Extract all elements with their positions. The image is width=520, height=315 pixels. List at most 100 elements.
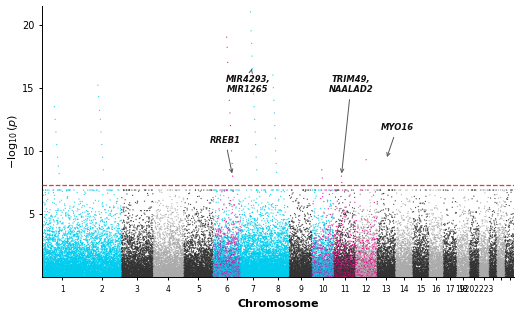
Point — [172, 231, 180, 236]
Point — [56, 271, 64, 276]
Point — [56, 253, 64, 258]
Point — [451, 255, 460, 261]
Point — [270, 262, 278, 267]
Point — [393, 265, 401, 270]
Point — [319, 241, 327, 246]
Point — [68, 265, 76, 270]
Point — [139, 268, 147, 273]
Point — [126, 266, 135, 271]
Point — [167, 274, 175, 279]
Point — [464, 248, 473, 253]
Point — [91, 259, 99, 264]
Point — [120, 266, 128, 271]
Point — [238, 256, 246, 261]
Point — [311, 263, 320, 268]
Point — [149, 243, 158, 248]
Point — [274, 243, 282, 248]
Point — [131, 254, 139, 259]
Point — [263, 270, 271, 275]
Point — [237, 252, 245, 257]
Point — [389, 268, 397, 273]
Point — [116, 232, 125, 237]
Point — [457, 274, 465, 279]
Point — [219, 258, 228, 263]
Point — [288, 243, 296, 249]
Point — [70, 233, 79, 238]
Point — [509, 267, 517, 272]
Point — [69, 267, 77, 272]
Point — [185, 246, 193, 251]
Point — [261, 272, 269, 278]
Point — [385, 266, 394, 271]
Point — [373, 255, 382, 260]
Point — [500, 264, 508, 269]
Point — [380, 270, 388, 275]
Point — [363, 274, 372, 279]
Point — [176, 256, 184, 261]
Point — [167, 270, 175, 275]
Point — [496, 265, 504, 270]
Point — [206, 260, 215, 265]
Point — [55, 268, 63, 273]
Point — [100, 244, 109, 249]
Point — [334, 260, 343, 265]
Point — [239, 272, 248, 277]
Point — [493, 211, 502, 216]
Point — [277, 272, 285, 277]
Point — [487, 260, 495, 265]
Point — [261, 212, 269, 217]
Point — [56, 248, 64, 253]
Point — [231, 271, 239, 276]
Point — [444, 233, 452, 238]
Point — [492, 232, 500, 238]
Point — [214, 246, 222, 251]
Point — [177, 271, 186, 276]
Point — [277, 267, 285, 272]
Point — [360, 271, 369, 276]
Point — [342, 265, 350, 270]
Point — [99, 243, 108, 248]
Point — [452, 252, 460, 257]
Point — [63, 272, 71, 277]
Point — [155, 267, 163, 272]
Point — [342, 268, 350, 273]
Point — [163, 264, 171, 269]
Point — [394, 265, 402, 270]
Point — [129, 274, 138, 279]
Point — [88, 272, 96, 277]
Point — [307, 260, 315, 265]
Point — [290, 235, 298, 240]
Point — [43, 242, 51, 247]
Point — [141, 265, 150, 270]
Point — [245, 272, 254, 277]
Point — [226, 123, 235, 128]
Point — [405, 268, 413, 273]
Point — [347, 247, 355, 252]
Point — [38, 235, 47, 240]
Point — [500, 250, 509, 255]
Point — [132, 274, 140, 279]
Point — [107, 261, 115, 266]
Point — [141, 266, 149, 272]
Point — [277, 271, 285, 276]
Point — [318, 272, 326, 277]
Point — [243, 271, 251, 276]
Point — [161, 255, 170, 261]
Point — [368, 262, 376, 267]
Point — [268, 250, 276, 255]
Point — [381, 234, 389, 239]
Point — [488, 239, 496, 244]
Point — [207, 249, 216, 254]
Point — [361, 273, 369, 278]
Point — [233, 249, 241, 254]
Point — [171, 253, 179, 258]
Point — [102, 270, 111, 275]
Point — [135, 272, 144, 277]
Point — [38, 252, 47, 257]
Point — [210, 265, 218, 270]
Point — [280, 252, 288, 257]
Point — [68, 264, 76, 269]
Point — [372, 266, 381, 271]
Point — [172, 254, 180, 259]
Point — [176, 225, 184, 230]
